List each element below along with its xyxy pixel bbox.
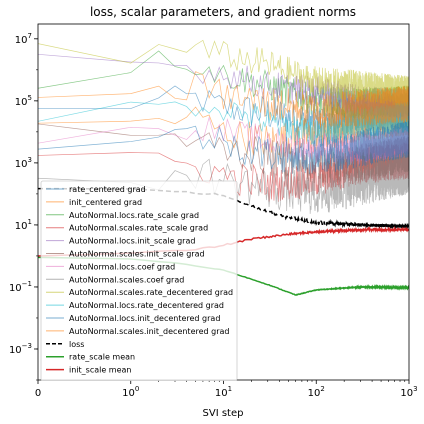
legend-label: AutoNormal.locs.rate_decentered grad (69, 301, 224, 310)
series-line (38, 256, 409, 296)
legend-label: AutoNormal.locs.init_decentered grad (69, 314, 220, 323)
legend-label: AutoNormal.scales.rate_scale grad (69, 224, 208, 233)
legend: rate_centered grad init_centered grad Auto… (40, 180, 238, 381)
y-tick-label: 10−3 (9, 342, 32, 356)
series-line (38, 151, 409, 214)
legend-label: AutoNormal.locs.coef grad (69, 262, 175, 271)
legend-label: rate_centered grad (69, 185, 146, 194)
legend-label: AutoNormal.locs.init_scale grad (69, 237, 195, 246)
legend-label: AutoNormal.scales.init_scale grad (69, 250, 205, 259)
series-line (38, 225, 409, 257)
x-tick-label: 101 (215, 385, 232, 399)
y-tick-label: 107 (15, 32, 32, 46)
legend-label: rate_scale mean (69, 353, 135, 362)
legend-label: loss (69, 340, 84, 349)
x-tick-label: 103 (400, 385, 417, 399)
x-tick-label: 100 (122, 385, 139, 399)
chart-title: loss, scalar parameters, and gradient no… (90, 5, 356, 19)
axes: 0 100 101 102 103 10−3 10−1 101 103 105 107 (9, 32, 418, 399)
legend-label: AutoNormal.scales.rate_decentered grad (69, 288, 233, 297)
y-tick-label: 103 (15, 156, 32, 170)
y-tick-label: 101 (15, 218, 32, 232)
x-axis-label: SVI step (203, 408, 244, 419)
legend-label: AutoNormal.scales.init_decentered grad (69, 327, 230, 336)
legend-label: AutoNormal.scales.coef grad (69, 275, 184, 284)
series-line (38, 187, 409, 231)
x-tick-label: 0 (35, 388, 41, 399)
series-line (38, 39, 409, 107)
series-layer (38, 39, 409, 296)
legend-label: init_scale mean (69, 366, 132, 375)
x-tick-label: 102 (308, 385, 325, 399)
y-tick-label: 105 (15, 94, 32, 108)
legend-box (40, 180, 238, 381)
series-line (38, 121, 409, 174)
legend-label: init_centered grad (69, 198, 142, 207)
y-tick-label: 10−1 (9, 280, 32, 294)
series-line (38, 71, 409, 128)
legend-label: AutoNormal.locs.rate_scale grad (69, 211, 199, 220)
